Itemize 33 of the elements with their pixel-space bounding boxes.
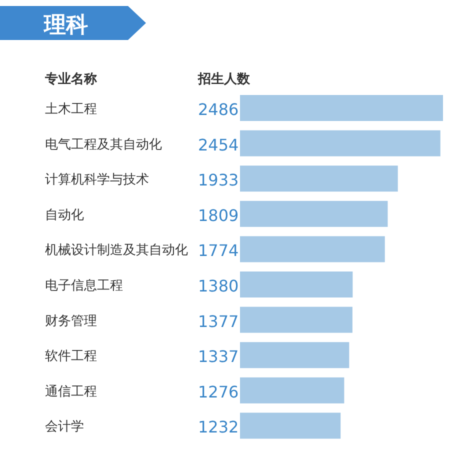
y-tick-label: 土木工程	[45, 102, 97, 117]
y-tick-label: 计算机科学与技术	[45, 172, 149, 188]
chart-title: 理科	[43, 13, 88, 38]
bar	[240, 412, 341, 439]
y-tick-label: 自动化	[45, 208, 84, 223]
y-tick-label: 通信工程	[45, 384, 97, 400]
bar	[240, 95, 443, 121]
data-label: 1809	[198, 206, 239, 225]
y-tick-label: 电子信息工程	[45, 278, 123, 294]
bar	[240, 342, 350, 368]
data-label: 1380	[198, 276, 239, 296]
bar	[240, 377, 344, 404]
data-label: 1232	[198, 418, 239, 437]
y-axis-title: 专业名称	[44, 71, 98, 87]
data-label: 1276	[198, 382, 239, 402]
bar	[240, 130, 440, 156]
y-tick-label: 财务管理	[45, 314, 97, 329]
data-label: 1337	[198, 347, 239, 366]
data-label: 2454	[198, 135, 239, 154]
bar	[240, 200, 388, 227]
data-label: 2486	[198, 100, 239, 119]
y-tick-label: 会计学	[45, 420, 84, 435]
data-label: 1377	[198, 312, 239, 331]
data-label: 1774	[198, 241, 239, 260]
bar	[240, 272, 353, 298]
data-label: 1933	[198, 170, 239, 190]
bar	[240, 236, 385, 262]
x-axis-title: 招生人数	[197, 72, 251, 87]
y-tick-label: 软件工程	[45, 349, 97, 364]
bar	[240, 306, 352, 333]
bar	[240, 166, 398, 192]
y-tick-label: 机械设计制造及其自动化	[45, 243, 188, 258]
y-tick-label: 电气工程及其自动化	[45, 137, 162, 152]
